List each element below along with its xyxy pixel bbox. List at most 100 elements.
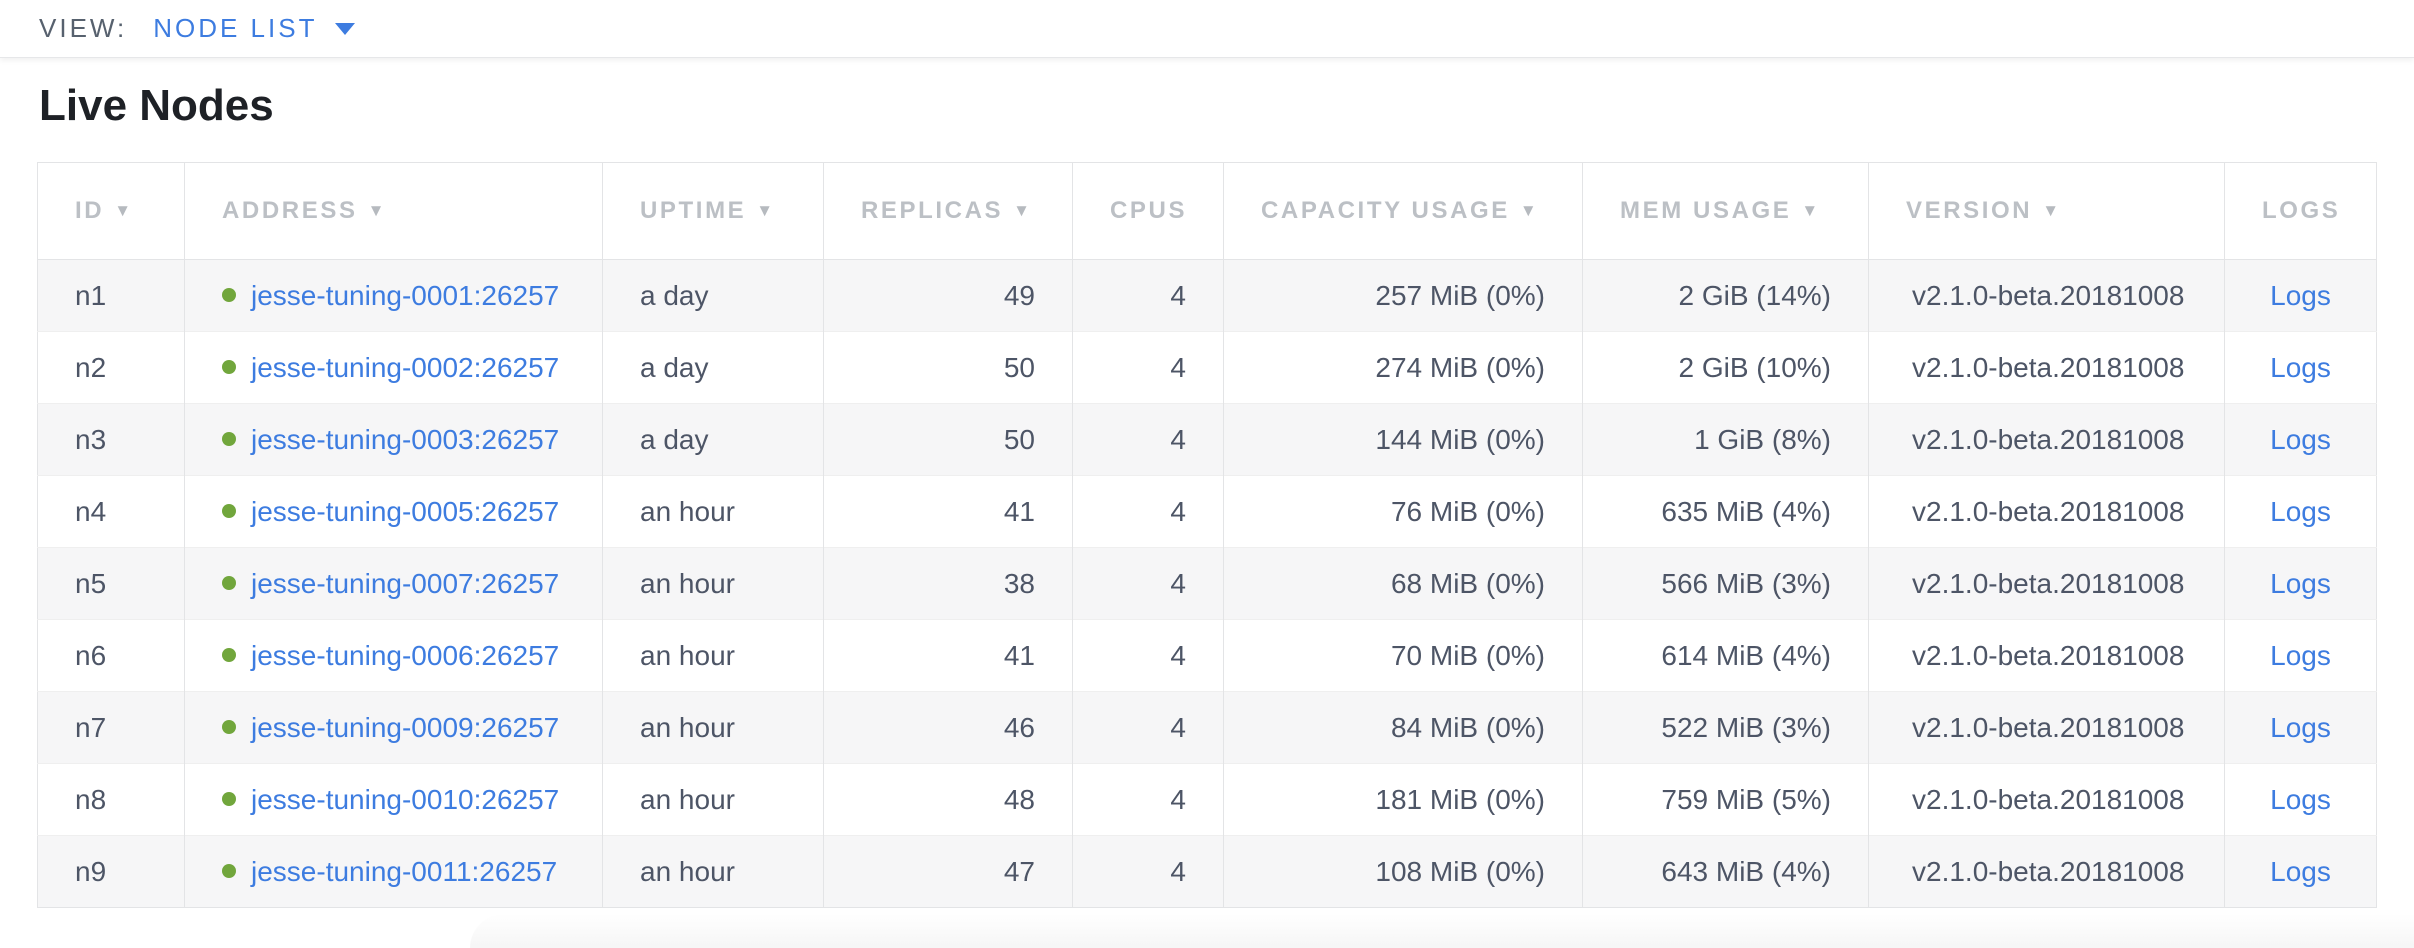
node-logs-link[interactable]: Logs — [2270, 856, 2331, 887]
node-address-link[interactable]: jesse-tuning-0003:26257 — [251, 424, 559, 455]
node-logs-link[interactable]: Logs — [2270, 424, 2331, 455]
cpus-cell: 4 — [1073, 620, 1224, 692]
node-address-link[interactable]: jesse-tuning-0001:26257 — [251, 280, 559, 311]
table-row: n9 jesse-tuning-0011:26257 an hour474108 M… — [38, 836, 2377, 908]
version-cell: v2.1.0-beta.20181008 — [1869, 692, 2225, 764]
uptime-cell: a day — [603, 332, 824, 404]
node-live-status-icon — [222, 576, 236, 590]
column-header-label: ADDRESS — [222, 197, 358, 224]
column-header-logs: LOGS — [2225, 163, 2377, 260]
node-logs-link[interactable]: Logs — [2270, 352, 2331, 383]
column-header-capacity-usage[interactable]: CAPACITY USAGE▼ — [1224, 163, 1583, 260]
node-logs-link[interactable]: Logs — [2270, 712, 2331, 743]
cpus-cell: 4 — [1073, 836, 1224, 908]
column-header-label: UPTIME — [640, 197, 746, 224]
table-row: n6jesse-tuning-0006:26257an hour41470 Mi… — [38, 620, 2377, 692]
node-live-status-icon — [222, 720, 236, 734]
logs-cell: Logs — [2225, 836, 2377, 908]
logs-cell: Logs — [2225, 332, 2377, 404]
id-cell: n7 — [38, 692, 185, 764]
column-header-replicas[interactable]: REPLICAS▼ — [824, 163, 1073, 260]
column-header-label: ID — [75, 197, 104, 224]
node-live-status-icon — [222, 864, 236, 878]
node-logs-link[interactable]: Logs — [2270, 784, 2331, 815]
replicas-cell: 38 — [824, 548, 1073, 620]
version-cell: v2.1.0-beta.20181008 — [1869, 332, 2225, 404]
node-address-link[interactable]: jesse-tuning-0011:26257 — [251, 856, 557, 887]
capacity-usage-cell: 70 MiB (0%) — [1224, 620, 1583, 692]
cpus-cell: 4 — [1073, 764, 1224, 836]
id-cell: n2 — [38, 332, 185, 404]
logs-cell: Logs — [2225, 404, 2377, 476]
logs-cell: Logs — [2225, 692, 2377, 764]
column-header-label: VERSION — [1906, 197, 2032, 224]
table-row: n7 jesse-tuning-0009:26257 an hour46484 Mi… — [38, 692, 2377, 764]
cpus-cell: 4 — [1073, 692, 1224, 764]
node-live-status-icon — [222, 432, 236, 446]
column-header-version[interactable]: VERSION▼ — [1869, 163, 2225, 260]
column-header-mem-usage[interactable]: MEM USAGE▼ — [1583, 163, 1869, 260]
capacity-usage-cell: 257 MiB (0%) — [1224, 260, 1583, 332]
node-logs-link[interactable]: Logs — [2270, 568, 2331, 599]
replicas-cell: 46 — [824, 692, 1073, 764]
node-live-status-icon — [222, 288, 236, 302]
capacity-usage-cell: 274 MiB (0%) — [1224, 332, 1583, 404]
column-header-label: LOGS — [2262, 197, 2340, 224]
column-header-address[interactable]: ADDRESS▼ — [185, 163, 603, 260]
capacity-usage-cell: 108 MiB (0%) — [1224, 836, 1583, 908]
node-address-link[interactable]: jesse-tuning-0002:26257 — [251, 352, 559, 383]
mem-usage-cell: 1 GiB (8%) — [1583, 404, 1869, 476]
replicas-cell: 49 — [824, 260, 1073, 332]
node-address-link[interactable]: jesse-tuning-0005:26257 — [251, 496, 559, 527]
node-logs-link[interactable]: Logs — [2270, 640, 2331, 671]
capacity-usage-cell: 68 MiB (0%) — [1224, 548, 1583, 620]
sort-desc-icon: ▼ — [114, 201, 133, 220]
version-cell: v2.1.0-beta.20181008 — [1869, 476, 2225, 548]
version-cell: v2.1.0-beta.20181008 — [1869, 260, 2225, 332]
logs-cell: Logs — [2225, 548, 2377, 620]
uptime-cell: an hour — [603, 692, 824, 764]
live-nodes-table-container: ID▼ADDRESS▼UPTIME▼REPLICAS▼CPUSCAPACITY … — [37, 162, 2376, 908]
logs-cell: Logs — [2225, 620, 2377, 692]
column-header-uptime[interactable]: UPTIME▼ — [603, 163, 824, 260]
capacity-usage-cell: 76 MiB (0%) — [1224, 476, 1583, 548]
sort-desc-icon: ▼ — [1013, 201, 1032, 220]
uptime-cell: a day — [603, 404, 824, 476]
node-address-link[interactable]: jesse-tuning-0006:26257 — [251, 640, 559, 671]
address-cell: jesse-tuning-0007:26257 — [185, 548, 603, 620]
table-row: n2jesse-tuning-0002:26257a day504274 MiB… — [38, 332, 2377, 404]
id-cell: n3 — [38, 404, 185, 476]
replicas-cell: 50 — [824, 332, 1073, 404]
column-header-id[interactable]: ID ▼ — [38, 163, 185, 260]
cpus-cell: 4 — [1073, 476, 1224, 548]
logs-cell: Logs — [2225, 260, 2377, 332]
node-live-status-icon — [222, 360, 236, 374]
cpus-cell: 4 — [1073, 260, 1224, 332]
node-logs-link[interactable]: Logs — [2270, 496, 2331, 527]
node-address-link[interactable]: jesse-tuning-0007:26257 — [251, 568, 559, 599]
id-cell: n9 — [38, 836, 185, 908]
chevron-down-icon — [335, 23, 355, 35]
node-live-status-icon — [222, 648, 236, 662]
id-cell: n8 — [38, 764, 185, 836]
node-address-link[interactable]: jesse-tuning-0010:26257 — [251, 784, 559, 815]
version-cell: v2.1.0-beta.20181008 — [1869, 764, 2225, 836]
next-section-shadow — [470, 914, 2414, 948]
sort-desc-icon: ▼ — [1801, 201, 1820, 220]
mem-usage-cell: 643 MiB (4%) — [1583, 836, 1869, 908]
view-mode-dropdown[interactable]: NODE LIST — [153, 13, 355, 44]
address-cell: jesse-tuning-0010:26257 — [185, 764, 603, 836]
version-cell: v2.1.0-beta.20181008 — [1869, 404, 2225, 476]
node-logs-link[interactable]: Logs — [2270, 280, 2331, 311]
capacity-usage-cell: 84 MiB (0%) — [1224, 692, 1583, 764]
node-address-link[interactable]: jesse-tuning-0009:26257 — [251, 712, 559, 743]
uptime-cell: an hour — [603, 836, 824, 908]
id-cell: n6 — [38, 620, 185, 692]
replicas-cell: 47 — [824, 836, 1073, 908]
replicas-cell: 48 — [824, 764, 1073, 836]
replicas-cell: 50 — [824, 404, 1073, 476]
address-cell: jesse-tuning-0006:26257 — [185, 620, 603, 692]
capacity-usage-cell: 181 MiB (0%) — [1224, 764, 1583, 836]
mem-usage-cell: 759 MiB (5%) — [1583, 764, 1869, 836]
table-row: n8jesse-tuning-0010:26257an hour484181 M… — [38, 764, 2377, 836]
